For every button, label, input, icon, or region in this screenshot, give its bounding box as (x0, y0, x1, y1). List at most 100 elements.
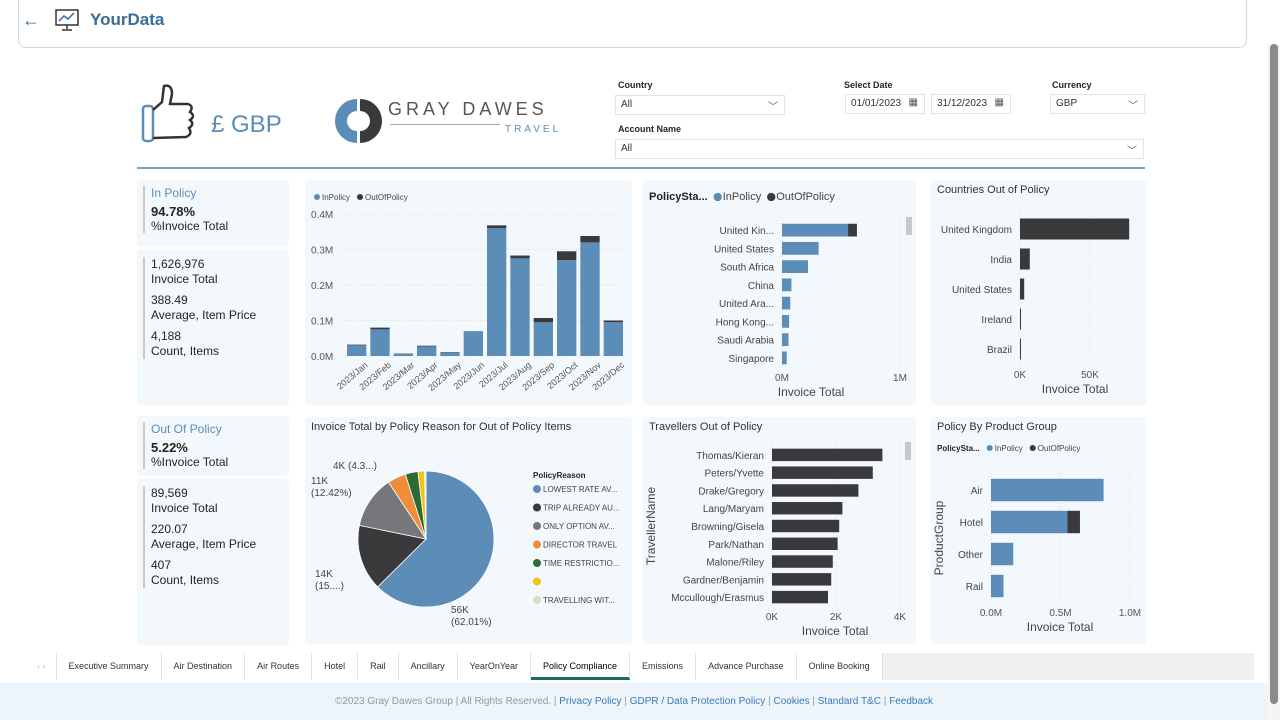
y-tick-label: 0.2M (311, 281, 333, 292)
legend-marker (533, 596, 541, 604)
logo-rule (390, 124, 500, 125)
tab-policy-compliance[interactable]: Policy Compliance (531, 653, 631, 680)
legend-label: InPolicy (322, 193, 350, 202)
x-tick-label: 0K (1014, 370, 1027, 381)
in-policy-title: In Policy (151, 186, 197, 200)
logo-main-text: GRAY DAWES (388, 99, 548, 119)
logo-sub-text: TRAVEL (505, 124, 562, 135)
policy-reason-pie-chart: Invoice Total by Policy Reason for Out o… (305, 417, 632, 644)
in-policy-pct-label: %Invoice Total (151, 219, 229, 233)
bar-inpolicy (417, 346, 437, 356)
legend-label: ONLY OPTION AV... (543, 522, 615, 531)
footer-link-2[interactable]: Cookies (773, 696, 810, 707)
divider (137, 167, 1145, 169)
date-from-input[interactable]: 01/01/2023 ▦ (845, 94, 925, 114)
y-tick-label: Malone/Riley (706, 558, 764, 569)
tab-yearonyear[interactable]: YearOnYear (457, 653, 532, 680)
label: Count, Items (151, 344, 220, 358)
calendar-icon[interactable]: ▦ (908, 97, 918, 108)
y-tick-label: United States (952, 285, 1012, 296)
tab-air-routes[interactable]: Air Routes (245, 653, 313, 680)
data-label: 56K (451, 605, 469, 616)
tab-hotel[interactable]: Hotel (312, 653, 359, 680)
legend-label: OutOfPolicy (365, 193, 408, 202)
bar (782, 296, 791, 310)
bar (991, 574, 1004, 598)
tab-emissions[interactable]: Emissions (630, 653, 697, 680)
footer-link-0[interactable]: Privacy Policy (559, 696, 622, 707)
in-policy-card: In Policy 94.78% %Invoice Total (137, 180, 289, 246)
tab-ancillary[interactable]: Ancillary (398, 653, 458, 680)
legend-label: DIRECTOR TRAVEL (543, 541, 618, 550)
legend-label: TRIP ALREADY AU... (543, 504, 620, 513)
countries-policy-chart: PolicySta... InPolicy OutOfPolicy 0M 1M Invoi… (643, 180, 916, 405)
x-tick-label: 1M (893, 373, 907, 384)
y-axis-title: ProductGroup (932, 500, 946, 575)
x-tick-label: 0M (775, 373, 789, 384)
currency-value: GBP (1056, 98, 1078, 109)
bar-inpolicy (463, 331, 483, 356)
bar (772, 590, 828, 604)
country-value: All (621, 99, 633, 110)
bar (772, 484, 859, 497)
y-tick-label: Park/Nathan (708, 540, 764, 551)
scrollbar-thumb (905, 442, 911, 460)
page-tabs: ‹ › Executive Summary Air Destination Air … (27, 653, 1254, 680)
monthly-policy-chart: InPolicy OutOfPolicy0.0M0.1M0.2M0.3M0.4M2… (305, 180, 632, 405)
scrollbar-thumb[interactable] (1270, 44, 1278, 704)
x-tick-label: 4K (894, 612, 907, 623)
bar-outofpolicy (417, 345, 437, 347)
y-tick-label: China (748, 281, 775, 292)
label: Invoice Total (151, 272, 218, 286)
bar (1020, 218, 1130, 240)
pie-slice (377, 470, 495, 608)
tab-online-booking[interactable]: Online Booking (796, 653, 883, 680)
legend-marker (533, 485, 541, 493)
account-value: All (621, 143, 633, 154)
bar (772, 555, 833, 568)
date-to-input[interactable]: 31/12/2023 ▦ (931, 94, 1011, 114)
bar-inpolicy (603, 322, 623, 356)
account-dropdown[interactable]: All ﹀ (615, 139, 1144, 159)
footer-link-4[interactable]: Feedback (889, 696, 934, 707)
bar-inpolicy (557, 260, 577, 356)
account-name-label: Account Name (618, 124, 682, 134)
country-dropdown[interactable]: All ﹀ (615, 95, 785, 115)
tab-rail[interactable]: Rail (358, 653, 399, 680)
in-policy-avg: 388.49 (151, 293, 188, 307)
chart-title: Invoice Total by Policy Reason for Out o… (311, 421, 572, 433)
bar (782, 260, 808, 274)
data-label: (12.42%) (311, 488, 352, 499)
y-tick-label: Brazil (987, 345, 1012, 356)
y-tick-label: South Africa (720, 263, 774, 274)
y-tick-label: Peters/Yvette (705, 469, 765, 480)
data-label: 11K (311, 476, 328, 487)
legend-marker (313, 193, 321, 201)
data-label: (15....) (315, 581, 344, 592)
bar (772, 448, 883, 462)
calendar-icon[interactable]: ▦ (994, 97, 1004, 108)
legend-label: OutOfPolicy (1038, 444, 1081, 453)
tab-air-destination[interactable]: Air Destination (161, 653, 246, 680)
currency-dropdown[interactable]: GBP ﹀ (1050, 94, 1145, 114)
footer-link-3[interactable]: Standard T&C (817, 696, 881, 707)
bar (782, 333, 789, 347)
y-tick-label: 0.0M (311, 352, 333, 363)
bar (782, 223, 849, 237)
y-tick-label: Air (971, 486, 984, 497)
tab-advance-purchase[interactable]: Advance Purchase (696, 653, 797, 680)
legend-label: InPolicy (995, 444, 1023, 453)
bar (1020, 278, 1025, 300)
back-arrow-icon[interactable]: ← (22, 10, 40, 30)
bar-outofpolicy (557, 251, 577, 261)
legend-label: TRAVELLING WIT... (543, 596, 615, 605)
bar-outofpolicy (848, 223, 857, 237)
chevron-down-icon: ﹀ (768, 102, 778, 113)
tab-scroll-arrows-icon[interactable]: ‹ › (27, 653, 57, 680)
y-tick-label: India (990, 255, 1012, 266)
tab-executive-summary[interactable]: Executive Summary (56, 653, 162, 680)
date-to-value: 31/12/2023 (937, 98, 988, 109)
bar (772, 519, 840, 533)
y-tick-label: Hotel (960, 518, 983, 529)
footer-link-1[interactable]: GDPR / Data Protection Policy (629, 696, 766, 707)
